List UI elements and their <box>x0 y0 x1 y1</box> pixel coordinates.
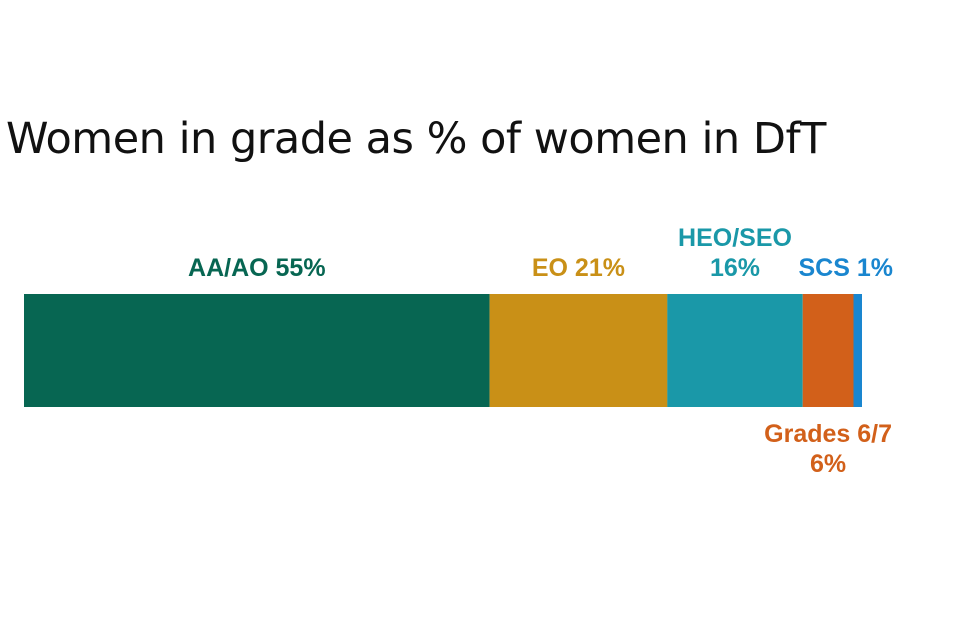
chart-title: Women in grade as % of women in DfT <box>6 114 826 164</box>
data-label-grades-6-7-line-2: 6% <box>810 450 846 478</box>
data-label-scs: SCS 1% <box>799 254 893 282</box>
bar-segment-grades-6-7 <box>802 294 854 407</box>
bar-segment-eo <box>489 294 668 407</box>
bar-segment-aa-ao <box>24 294 490 407</box>
data-label-grades-6-7: Grades 6/7 6% <box>764 420 892 478</box>
data-label-eo-line-1: EO 21% <box>532 254 625 282</box>
data-label-heo-seo: HEO/SEO 16% <box>678 224 792 282</box>
data-label-aa-ao: AA/AO 55% <box>188 254 326 282</box>
data-label-heo-seo-line-1: HEO/SEO <box>678 224 792 252</box>
data-label-grades-6-7-line-1: Grades 6/7 <box>764 420 892 448</box>
bar-segment-scs <box>853 294 862 407</box>
data-label-scs-line-1: SCS 1% <box>799 254 893 282</box>
bar-segment-heo-seo <box>667 294 803 407</box>
data-label-heo-seo-line-2: 16% <box>710 254 760 282</box>
bar-segments <box>24 294 862 407</box>
segment-labels: AA/AO 55% EO 21% HEO/SEO 16% Grades 6/7 6% SCS… <box>188 224 893 478</box>
data-label-eo: EO 21% <box>532 254 625 282</box>
data-label-aa-ao-line-1: AA/AO 55% <box>188 254 326 282</box>
